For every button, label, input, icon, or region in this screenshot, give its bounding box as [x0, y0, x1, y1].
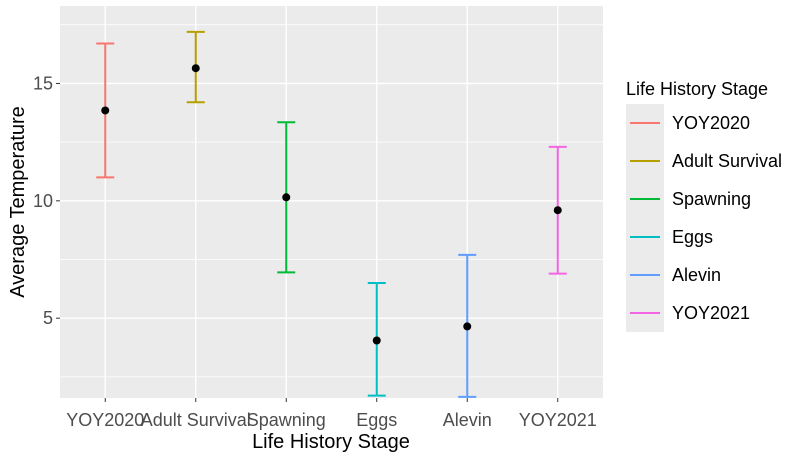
mean-point — [191, 64, 200, 73]
legend-label: YOY2020 — [672, 113, 750, 133]
plot-panel — [60, 6, 603, 398]
errorbar-adult-survival — [186, 30, 205, 104]
legend-item: YOY2020 — [626, 104, 750, 142]
x-tick-label: Spawning — [247, 410, 326, 430]
x-tick-label: Adult Survival — [141, 410, 251, 430]
legend-title: Life History Stage — [626, 79, 768, 99]
errorbar-yoy2021 — [548, 145, 567, 275]
mean-point — [372, 336, 381, 345]
x-tick-label: Alevin — [443, 410, 492, 430]
mean-point — [101, 106, 110, 115]
legend-label: Alevin — [672, 265, 721, 285]
legend-label: Adult Survival — [672, 151, 782, 171]
y-tick-label: 5 — [43, 308, 53, 328]
x-tick-label: YOY2020 — [66, 410, 144, 430]
y-axis-title: Average Temperature — [7, 106, 29, 298]
legend-item: Alevin — [626, 256, 721, 294]
y-axis-ticks: 5 10 15 — [33, 73, 60, 328]
mean-point — [282, 193, 291, 202]
errorbar-eggs — [367, 281, 386, 397]
x-tick-label: YOY2021 — [519, 410, 597, 430]
errorbar-spawning — [277, 121, 296, 274]
error-bars — [96, 30, 567, 398]
x-axis-title: Life History Stage — [252, 431, 410, 453]
mean-point — [553, 206, 562, 215]
legend-item: Spawning — [626, 180, 751, 218]
legend-item: Eggs — [626, 218, 713, 256]
y-tick-label: 10 — [33, 191, 53, 211]
legend-label: Eggs — [672, 227, 713, 247]
legend-item: YOY2021 — [626, 294, 750, 332]
errorbar-alevin — [458, 253, 477, 398]
x-tick-label: Eggs — [356, 410, 397, 430]
mean-point — [463, 322, 472, 331]
errorbar-yoy2020 — [96, 42, 115, 179]
legend-label: Spawning — [672, 189, 751, 209]
legend-label: YOY2021 — [672, 303, 750, 323]
legend-item: Adult Survival — [626, 142, 782, 180]
y-tick-label: 15 — [33, 73, 53, 93]
legend: Life History Stage YOY2020 Adult Survival… — [626, 79, 782, 332]
